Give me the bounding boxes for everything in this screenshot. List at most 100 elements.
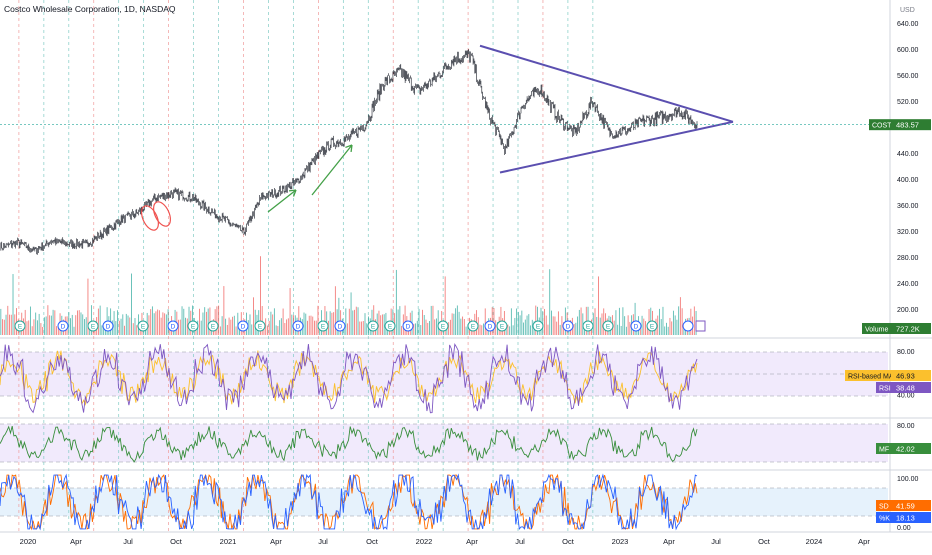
rsi-tick-label: 80.00 xyxy=(897,349,915,356)
time-axis-label: Oct xyxy=(562,537,575,546)
volume-bar xyxy=(209,307,211,335)
volume-bar xyxy=(338,297,340,335)
volume-bar xyxy=(561,316,563,335)
volume-bar xyxy=(598,276,599,335)
event-marker-E xyxy=(532,320,544,332)
stoch-tick-label: 100.00 xyxy=(897,476,919,483)
volume-bar xyxy=(7,305,9,335)
event-marker-E xyxy=(496,320,508,332)
volume-bar xyxy=(547,324,549,335)
volume-bar xyxy=(364,313,366,335)
highlight-ellipse-1 xyxy=(141,205,159,231)
volume-bar xyxy=(239,326,240,335)
volume-bar xyxy=(578,309,580,335)
upcoming-earnings-marker xyxy=(695,320,706,332)
event-marker-label: E xyxy=(606,324,611,331)
sk-badge-label: %K xyxy=(879,515,890,522)
volume-bar xyxy=(151,306,153,335)
volume-bar xyxy=(355,306,357,335)
volume-bar xyxy=(268,320,270,335)
volume-bar xyxy=(155,311,157,335)
triangle-upper-trendline xyxy=(479,44,734,123)
volume-bar xyxy=(254,309,256,335)
volume-bar xyxy=(429,321,430,335)
volume-bar xyxy=(526,315,528,335)
volume-bar xyxy=(679,297,681,335)
event-marker-D xyxy=(484,320,496,332)
volume-bar xyxy=(361,321,362,335)
price-tick-label: 280.00 xyxy=(897,255,919,262)
volume-bar xyxy=(449,319,451,335)
volume-bar xyxy=(507,324,509,335)
volume-bar xyxy=(437,310,439,335)
event-marker-D xyxy=(57,320,69,332)
price-tick-label: 200.00 xyxy=(897,307,919,314)
volume-bar xyxy=(601,313,603,335)
volume-bar xyxy=(413,323,415,335)
volume-bar xyxy=(99,305,101,335)
volume-bar xyxy=(617,324,619,335)
rsi-badge-value: 38.48 xyxy=(896,383,915,392)
volume-bar xyxy=(85,317,87,335)
volume-bar xyxy=(451,313,453,335)
volume-bar xyxy=(347,323,349,335)
volume-bar xyxy=(460,318,462,335)
volume-bar xyxy=(266,325,268,335)
mf-badge-value: 42.02 xyxy=(896,444,915,453)
volume-bar xyxy=(310,315,312,335)
sk-badge-value-bg xyxy=(891,512,931,523)
cost-badge-label-bg xyxy=(869,119,891,131)
volume-bar xyxy=(287,318,289,335)
volume-bar xyxy=(26,321,28,335)
price-tick-label: 360.00 xyxy=(897,203,919,210)
event-marker-E xyxy=(137,320,149,332)
event-marker-label: D xyxy=(338,324,343,331)
event-marker-E xyxy=(187,320,199,332)
volume-bar xyxy=(35,312,37,335)
volume-bar xyxy=(681,308,683,335)
volume-bar xyxy=(291,314,293,335)
trend-arrow-1-head xyxy=(288,189,297,197)
volume-bar xyxy=(458,311,460,335)
volume-bar xyxy=(125,313,127,335)
rsi-ma-badge-value: 46.93 xyxy=(896,371,915,380)
price-tick-label: 240.00 xyxy=(897,281,919,288)
volume-bar xyxy=(129,317,131,335)
volume-bar xyxy=(512,325,514,335)
volume-badge-label: Volume xyxy=(865,326,888,333)
event-marker-label: E xyxy=(471,324,476,331)
volume-bar xyxy=(216,306,218,335)
volume-bar xyxy=(671,321,673,335)
volume-bar xyxy=(73,326,75,335)
volume-bar xyxy=(664,326,666,335)
event-marker-label: E xyxy=(211,324,216,331)
event-marker-label: E xyxy=(258,324,263,331)
event-marker-D xyxy=(167,320,179,332)
volume-bar xyxy=(101,325,103,335)
volume-bar xyxy=(16,308,17,335)
volume-bar xyxy=(28,320,30,335)
volume-bar xyxy=(77,310,78,335)
volume-bar xyxy=(54,310,56,335)
rsi-badge-value-bg xyxy=(891,382,931,393)
event-marker-label: E xyxy=(388,324,393,331)
volume-bar xyxy=(422,309,423,335)
rsi-tick-label: 40.00 xyxy=(897,392,915,399)
volume-bar xyxy=(432,305,434,335)
volume-bar xyxy=(693,306,695,335)
event-marker-D xyxy=(402,320,414,332)
volume-bar xyxy=(150,309,152,335)
volume-bar xyxy=(352,310,354,335)
volume-bar xyxy=(90,305,92,335)
volume-bar xyxy=(542,311,544,335)
volume-bar xyxy=(261,306,263,335)
volume-bar xyxy=(120,318,122,335)
event-marker-label: E xyxy=(18,324,23,331)
volume-bar xyxy=(573,323,575,335)
volume-bar xyxy=(305,313,307,335)
volume-bar xyxy=(122,314,124,335)
volume-bar xyxy=(531,319,533,335)
event-marker-D xyxy=(237,320,249,332)
